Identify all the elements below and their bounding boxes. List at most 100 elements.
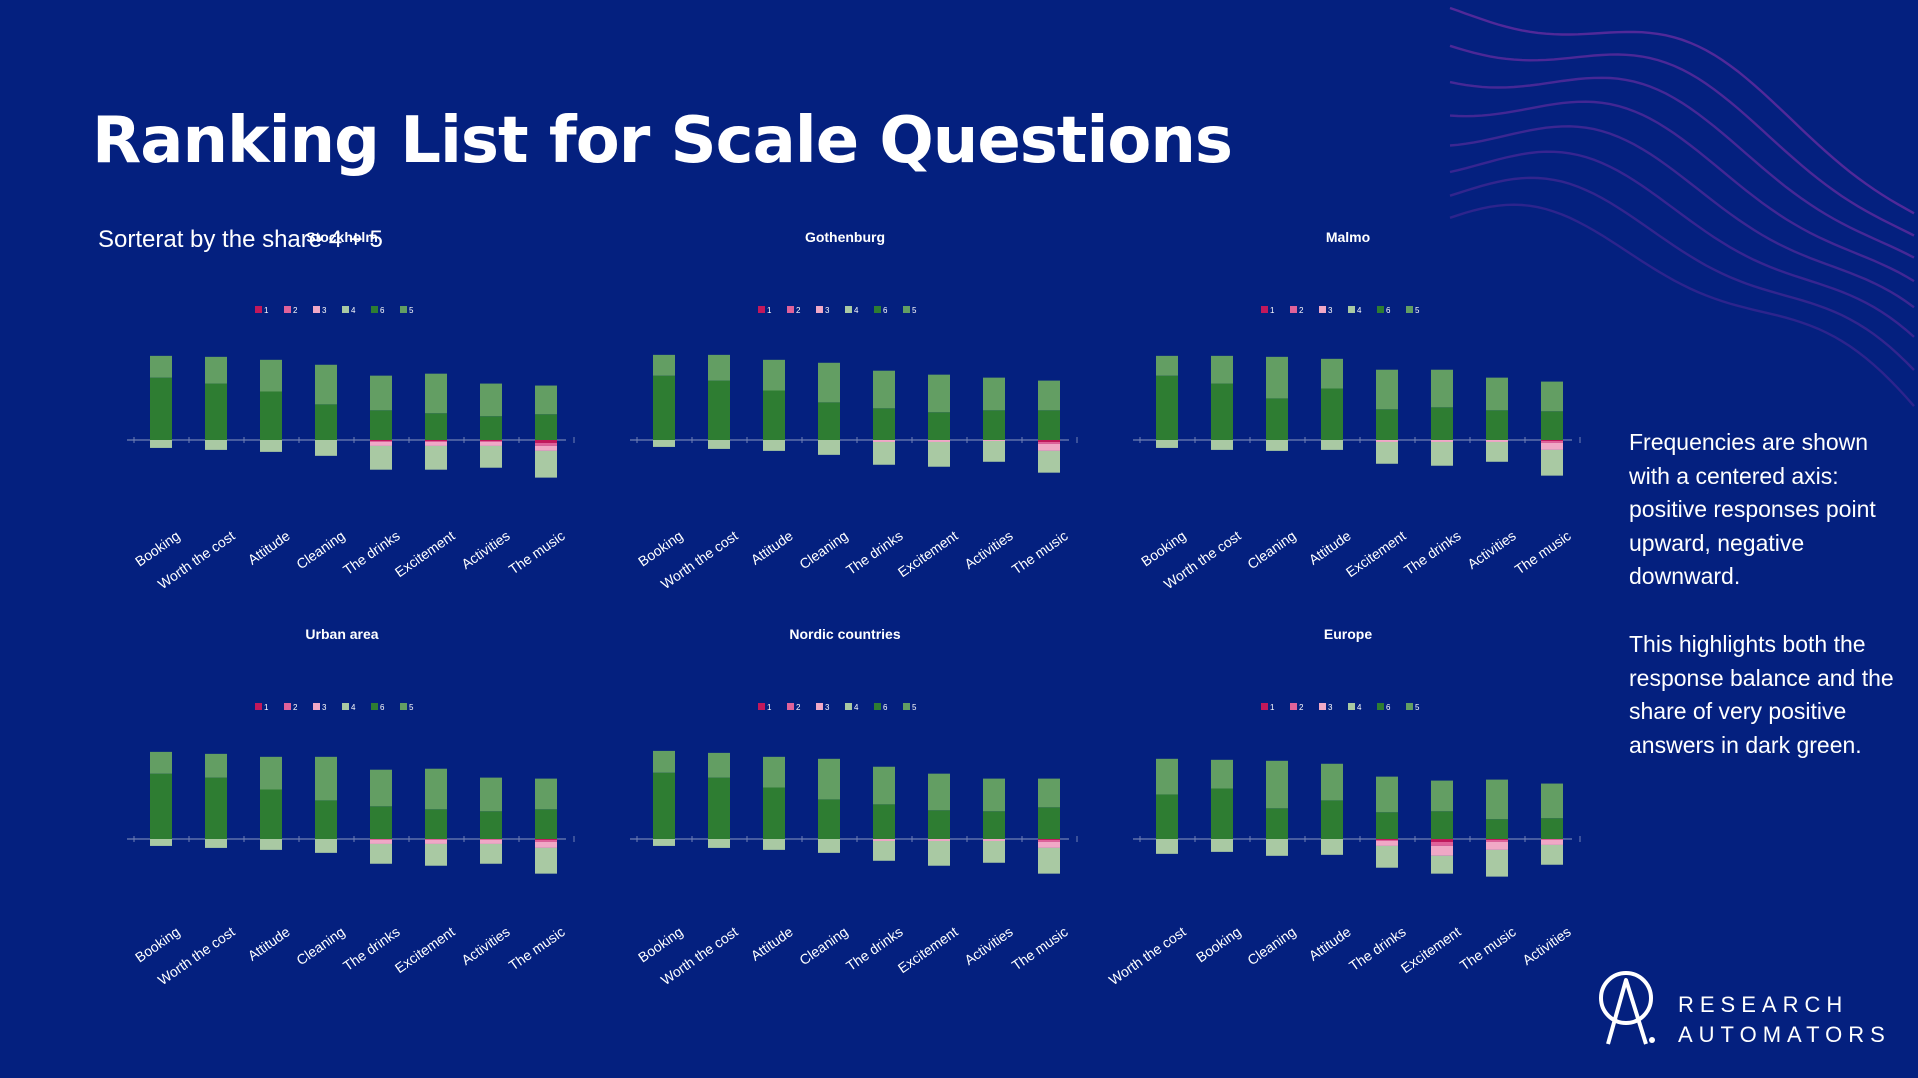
bar-segment-6 [535,414,557,440]
bar-segment-2 [535,442,557,446]
bar-segment-5 [873,370,895,409]
legend-label: 2 [293,703,298,712]
category-label: The music [1009,527,1071,577]
category-label: Booking [1193,923,1244,965]
legend-label: 4 [351,703,356,712]
bar-segment-2 [425,839,447,840]
category-label: Excitement [895,527,961,580]
bar-segment-3 [873,440,895,442]
bar-segment-2 [1486,839,1508,842]
bar-segment-6 [818,402,840,440]
legend-label: 4 [351,306,356,315]
bar-segment-5 [1211,759,1233,789]
bar-segment-3 [1541,839,1563,845]
bar-segment-5 [535,385,557,415]
bar-segment-4 [480,843,502,864]
bar-segment-6 [763,787,785,839]
category-label: The music [506,923,568,973]
bar-segment-5 [150,751,172,774]
bar-segment-4 [480,445,502,468]
bar-segment-2 [480,440,502,442]
bar-segment-6 [1321,388,1343,440]
bar-segment-4 [1266,839,1288,856]
legend-label: 2 [1299,306,1304,315]
bar-segment-5 [480,777,502,812]
bar-segment-5 [1486,377,1508,411]
bar-segment-5 [708,354,730,381]
bar-segment-6 [425,809,447,839]
bar-segment-6 [1038,807,1060,839]
bar-segment-6 [1038,410,1060,440]
bar-segment-2 [535,839,557,842]
bar-segment-4 [535,450,557,478]
bar-segment-5 [1038,380,1060,411]
bar-segment-5 [983,778,1005,812]
legend-label: 4 [1357,703,1362,712]
bar-segment-4 [370,843,392,864]
legend-swatch [255,306,262,313]
bar-segment-6 [928,810,950,839]
bar-segment-3 [983,839,1005,841]
legend-label: 6 [380,306,385,315]
bar-segment-5 [425,768,447,810]
bar-segment-6 [150,773,172,839]
bar-segment-1 [425,440,447,441]
category-label: Booking [635,527,686,569]
category-label: Booking [132,527,183,569]
bar-segment-5 [653,750,675,773]
legend-swatch [903,703,910,710]
bar-segment-5 [763,756,785,788]
bar-segment-4 [205,839,227,848]
category-label: The drinks [1401,527,1464,578]
bar-segment-6 [535,809,557,839]
bar-segment-6 [1541,818,1563,839]
bar-segment-5 [708,752,730,778]
legend-swatch [1319,703,1326,710]
legend-label: 1 [1270,703,1275,712]
wave-line-8 [1449,203,1915,407]
bar-segment-3 [1541,442,1563,450]
bar-segment-3 [983,440,1005,441]
bar-segment-6 [315,800,337,839]
logo-mark-icon [1599,971,1655,1045]
legend-label: 1 [767,703,772,712]
bar-segment-4 [873,840,895,861]
bar-segment-2 [370,440,392,442]
bar-segment-6 [1431,407,1453,440]
legend-label: 4 [854,703,859,712]
bar-segment-1 [1376,839,1398,840]
legend-label: 4 [1357,306,1362,315]
bar-segment-6 [763,390,785,440]
bar-segment-4 [818,839,840,853]
bar-segment-5 [873,766,895,805]
bar-segment-3 [1038,443,1060,451]
legend-label: 5 [912,306,917,315]
legend-swatch [1348,703,1355,710]
bar-segment-3 [1431,845,1453,856]
legend-label: 3 [825,703,830,712]
bar-segment-6 [370,410,392,440]
legend-label: 2 [796,306,801,315]
side-note: Frequencies are shown with a centered ax… [1629,426,1899,796]
legend-label: 2 [1299,703,1304,712]
legend-label: 6 [380,703,385,712]
bar-segment-4 [1486,441,1508,462]
bar-segment-4 [763,839,785,850]
bar-segment-5 [315,756,337,801]
category-label: Activities [961,923,1015,968]
bar-segment-6 [260,789,282,839]
legend-swatch [1377,306,1384,313]
bar-segment-4 [1156,839,1178,854]
side-note-paragraph-1: Frequencies are shown with a centered ax… [1629,429,1876,590]
bar-segment-3 [535,445,557,451]
bar-segment-4 [1431,441,1453,466]
bar-segment-5 [818,758,840,800]
bar-segment-6 [425,413,447,440]
bar-segment-4 [1431,855,1453,874]
bar-segment-6 [1486,819,1508,839]
bar-segment-4 [1156,440,1178,448]
legend-label: 1 [264,306,269,315]
legend-label: 5 [912,703,917,712]
bar-segment-4 [708,440,730,449]
